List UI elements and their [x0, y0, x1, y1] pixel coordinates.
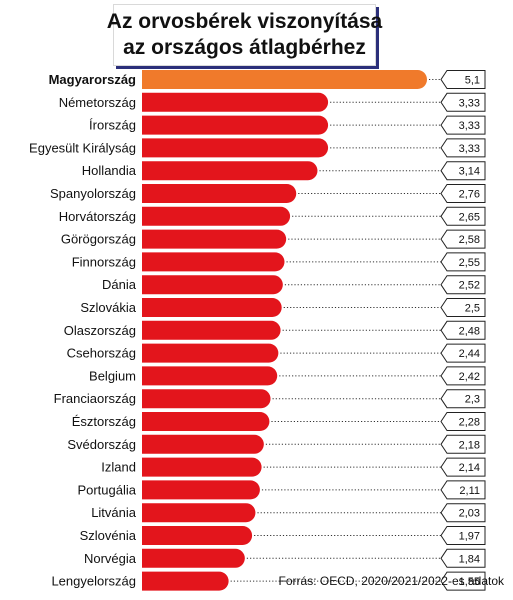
category-label: Szlovákia [80, 300, 136, 315]
category-label: Litvánia [91, 505, 137, 520]
category-label: Magyarország [49, 72, 136, 87]
category-label: Portugália [77, 482, 136, 497]
category-label: Spanyolország [50, 186, 136, 201]
bar [142, 434, 264, 454]
value-label: 3,33 [459, 120, 480, 132]
value-box [440, 480, 486, 500]
value-label: 3,33 [459, 143, 480, 155]
category-label: Norvégia [84, 551, 137, 566]
value-box [440, 434, 486, 454]
bar [142, 412, 270, 431]
value-label: 2,11 [459, 485, 480, 497]
value-label: 2,03 [459, 508, 480, 520]
category-label: Izland [101, 460, 136, 475]
value-label: 2,76 [459, 189, 480, 201]
category-label: Görögország [61, 232, 136, 247]
category-label: Egyesült Királyság [29, 140, 136, 155]
value-box [440, 70, 486, 89]
value-label: 5,1 [465, 75, 480, 87]
bar [142, 206, 291, 226]
bar [142, 138, 329, 158]
value-label: 2,58 [459, 234, 480, 246]
value-box [440, 526, 486, 545]
value-box [440, 389, 486, 409]
category-label: Szlovénia [80, 528, 137, 543]
bar [142, 389, 271, 409]
value-label: 3,14 [459, 166, 480, 178]
value-box [440, 138, 486, 158]
bar [142, 320, 281, 340]
bar [142, 252, 285, 272]
value-label: 1,55 [459, 576, 480, 588]
value-label: 1,97 [459, 531, 480, 543]
bar [142, 161, 318, 181]
value-box [440, 275, 486, 295]
category-label: Lengyelország [51, 574, 136, 589]
bar [142, 298, 282, 317]
value-label: 2,3 [465, 394, 480, 406]
category-label: Franciaország [54, 391, 136, 406]
bar [142, 70, 427, 89]
bar [142, 526, 253, 545]
category-label: Horvátország [59, 209, 136, 224]
value-box [440, 320, 486, 340]
value-label: 2,55 [459, 257, 480, 269]
bar [142, 366, 278, 386]
value-box [440, 412, 486, 431]
value-label: 3,33 [459, 97, 480, 109]
value-label: 2,52 [459, 280, 480, 292]
category-label: Dánia [102, 277, 137, 292]
value-box [440, 571, 486, 591]
value-box [440, 161, 486, 181]
bar [142, 184, 297, 203]
title-box: Az orvosbérek viszonyítása az országos á… [107, 4, 382, 66]
value-label: 2,14 [459, 462, 480, 474]
bar [142, 275, 283, 295]
bar [142, 503, 256, 523]
bar [142, 92, 329, 112]
value-box [440, 548, 486, 568]
value-box [440, 252, 486, 272]
title-line-1: Az orvosbérek viszonyítása [106, 10, 383, 33]
bar [142, 480, 260, 500]
category-label: Finnország [72, 254, 136, 269]
value-box [440, 92, 486, 112]
value-box [440, 184, 486, 203]
value-label: 2,48 [459, 325, 480, 337]
value-box [440, 343, 486, 363]
category-label: Hollandia [82, 163, 137, 178]
value-box [440, 366, 486, 386]
source-note: Forrás: OECD, 2020/2021/2022-es adatok [278, 574, 504, 588]
category-label: Csehország [67, 346, 136, 361]
value-box [440, 115, 486, 135]
value-box [440, 298, 486, 317]
category-label: Németország [59, 95, 136, 110]
value-box [440, 457, 486, 477]
value-label: 2,28 [459, 417, 480, 429]
bar [142, 548, 245, 568]
bar [142, 229, 287, 249]
value-label: 1,84 [459, 553, 480, 565]
category-label: Észtország [72, 414, 136, 429]
value-label: 2,44 [459, 348, 480, 360]
category-label: Olaszország [64, 323, 136, 338]
category-label: Írország [89, 118, 136, 133]
category-label: Belgium [89, 368, 136, 383]
bar [142, 115, 329, 135]
title-line-2: az országos átlagbérhez [123, 36, 366, 59]
value-box [440, 206, 486, 226]
value-label: 2,65 [459, 211, 480, 223]
value-label: 2,5 [465, 303, 480, 315]
bar [142, 457, 262, 477]
value-box [440, 229, 486, 249]
value-box [440, 503, 486, 523]
category-label: Svédország [67, 437, 136, 452]
bar [142, 343, 279, 363]
bar [142, 571, 229, 591]
value-label: 2,18 [459, 439, 480, 451]
value-label: 2,42 [459, 371, 480, 383]
